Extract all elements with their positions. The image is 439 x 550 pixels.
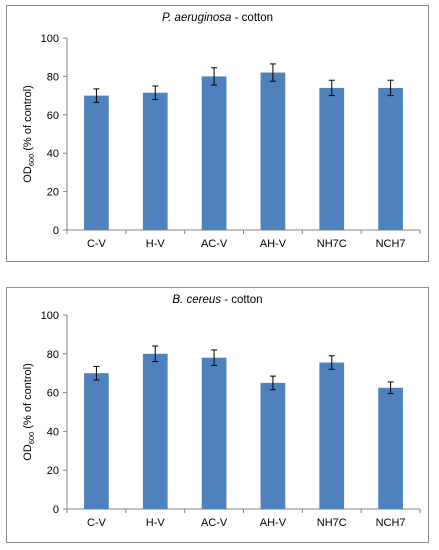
- x-tick-label: H-V: [146, 517, 166, 529]
- chart-title-organism: P. aeruginosa: [161, 12, 232, 24]
- bar-ac-v: [201, 76, 227, 231]
- bar-nh7c: [319, 362, 345, 509]
- bar-ah-v: [260, 72, 286, 230]
- x-tick-label: AH-V: [260, 238, 287, 250]
- x-tick-label: C-V: [87, 238, 107, 250]
- y-axis-label: OD600 (% of control): [22, 85, 36, 182]
- bar-nch7: [378, 387, 403, 509]
- y-tick-label: 20: [47, 465, 59, 477]
- bar-c-v: [84, 95, 109, 230]
- x-tick-label: AC-V: [201, 238, 228, 250]
- bar-ah-v: [260, 382, 286, 509]
- chart-panel-2: B. cereus - cotton 0 20 40 60 80 100 C-V H-V AC-…: [6, 287, 429, 543]
- y-tick-label: 100: [41, 310, 59, 322]
- x-tick-label: AC-V: [201, 517, 228, 529]
- chart-panel-1: P. aeruginosa - cotton 0 20 40 60 80 100 C-V H-…: [6, 5, 429, 262]
- bar-h-v: [142, 353, 168, 509]
- y-tick-label: 80: [47, 71, 59, 83]
- bar-chart-1: 0 20 40 60 80 100 C-V H-V AC-V AH-V NH7C NCH7 OD600 …: [22, 33, 421, 250]
- bar-ac-v: [201, 357, 227, 509]
- y-tick-label: 40: [47, 148, 59, 160]
- x-tick-label: H-V: [146, 238, 166, 250]
- x-tick-label: NCH7: [376, 517, 406, 529]
- x-tick-label: NH7C: [317, 238, 347, 250]
- bar-c-v: [84, 373, 109, 509]
- x-tick-label: AH-V: [260, 517, 287, 529]
- y-tick-label: 100: [41, 33, 59, 45]
- y-tick-label: 0: [53, 504, 59, 516]
- y-tick-label: 20: [47, 187, 59, 199]
- chart-title: B. cereus - cotton: [7, 294, 428, 306]
- chart-title-organism: B. cereus: [172, 294, 221, 306]
- chart-title-material: - cotton: [231, 12, 274, 24]
- chart-title-material: - cotton: [221, 294, 263, 306]
- bar-chart-2: 0 20 40 60 80 100 C-V H-V AC-V AH-V NH7C NCH7 OD600 …: [22, 310, 421, 529]
- y-tick-label: 0: [53, 225, 59, 237]
- y-tick-label: 60: [47, 388, 59, 400]
- y-axis-label: OD600 (% of control): [22, 363, 36, 460]
- x-tick-label: NH7C: [317, 517, 347, 529]
- y-tick-label: 60: [47, 110, 59, 122]
- y-tick-label: 40: [47, 426, 59, 438]
- x-tick-label: NCH7: [376, 238, 406, 250]
- chart-title: P. aeruginosa - cotton: [7, 12, 428, 24]
- y-tick-label: 80: [47, 349, 59, 361]
- bar-nch7: [378, 87, 403, 230]
- bar-h-v: [142, 92, 168, 230]
- bar-nh7c: [319, 87, 345, 230]
- x-tick-label: C-V: [87, 517, 107, 529]
